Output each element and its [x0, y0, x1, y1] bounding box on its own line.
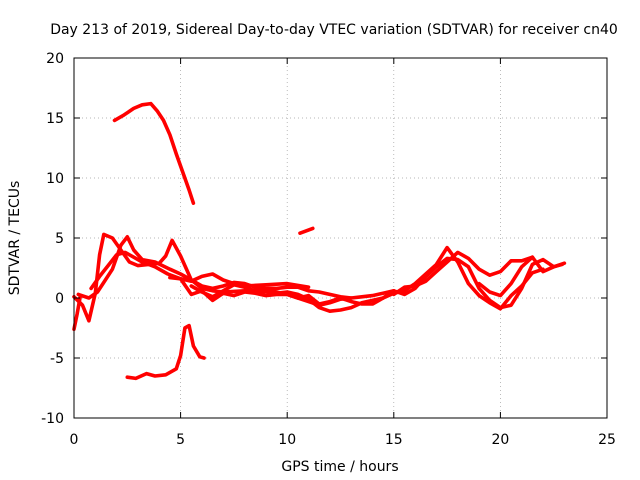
y-tick-label: 15	[46, 111, 64, 127]
series-arc-f	[391, 250, 567, 297]
y-tick-labels: -10 -5 0 5 10 15 20	[41, 51, 64, 427]
x-tick-label: 10	[278, 432, 296, 448]
y-tick-label: 0	[55, 291, 64, 307]
y-tick-label: 5	[55, 231, 64, 247]
x-axis-label: GPS time / hours	[281, 459, 398, 475]
x-tick-label: 15	[385, 432, 403, 448]
y-axis-label: SDTVAR / TECUs	[7, 181, 23, 296]
x-tick-labels: 0 5 10 15 20 25	[70, 432, 616, 448]
series-arc-e	[189, 245, 545, 314]
series-arc-high	[112, 101, 196, 205]
series-arc-g	[477, 255, 535, 298]
y-tick-label: -10	[41, 411, 64, 427]
x-tick-label: 25	[598, 432, 616, 448]
x-tick-label: 20	[491, 432, 509, 448]
x-tick-label: 0	[70, 432, 79, 448]
y-tick-label: -5	[50, 351, 64, 367]
series-arc-low	[125, 323, 206, 381]
y-tick-label: 20	[46, 51, 64, 67]
series-arc-small	[298, 226, 315, 235]
chart-title: Day 213 of 2019, Sidereal Day-to-day VTE…	[50, 22, 618, 38]
x-tick-label: 5	[176, 432, 185, 448]
grid	[74, 58, 607, 418]
plot-series	[72, 101, 567, 381]
y-tick-label: 10	[46, 171, 64, 187]
tick-marks	[73, 57, 608, 419]
